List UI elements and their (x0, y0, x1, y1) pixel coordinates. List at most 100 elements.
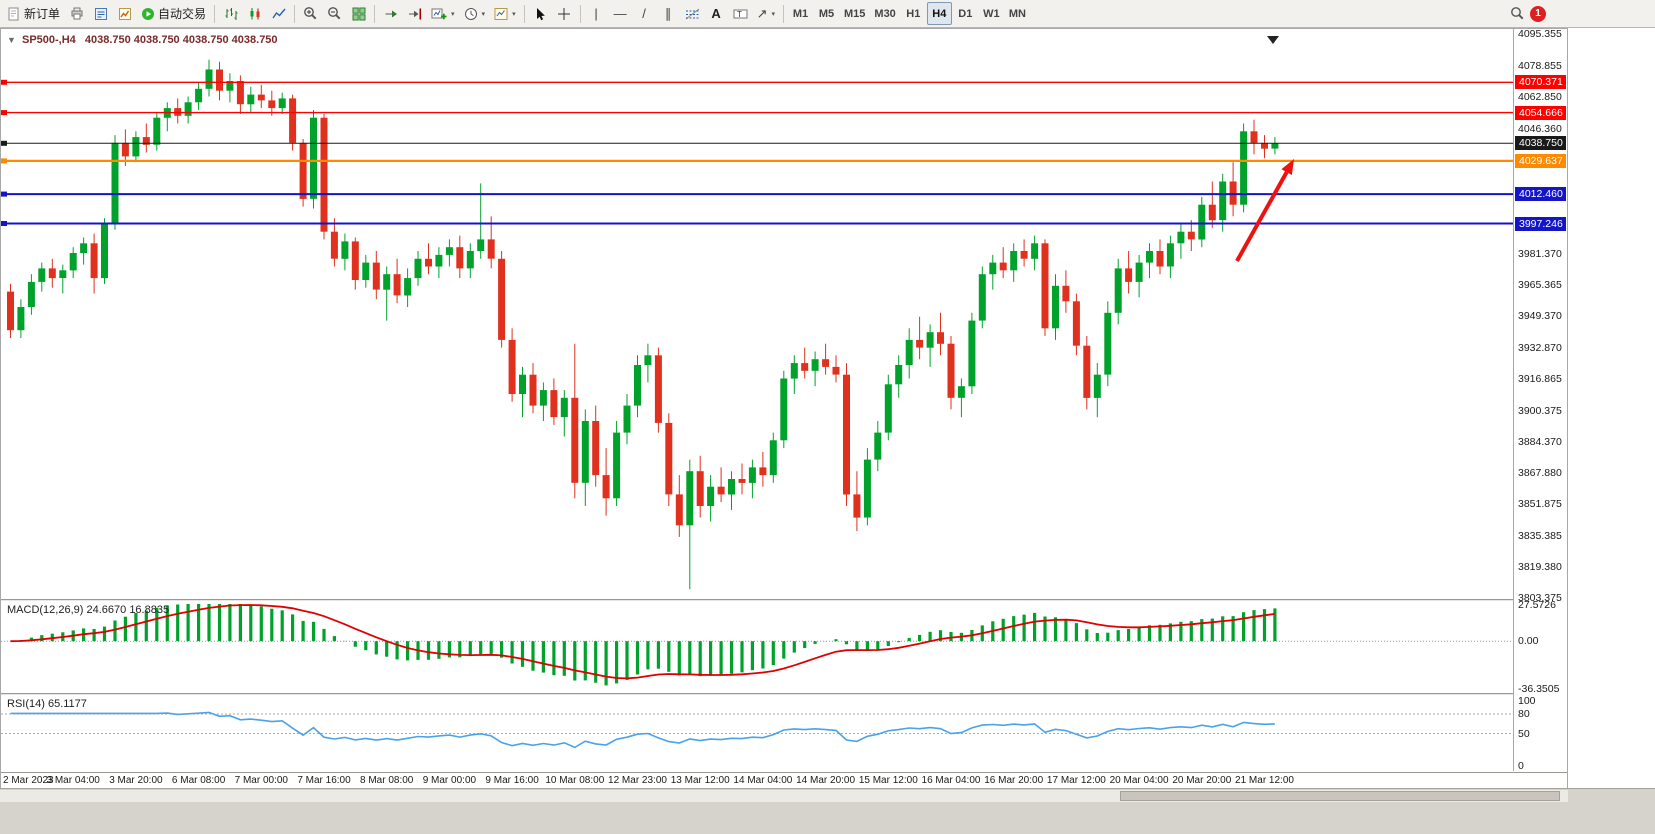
channel-icon: ∥ (664, 5, 672, 21)
chart-shift-icon (408, 7, 422, 21)
candle (1198, 196, 1206, 248)
axis-label: 4046.360 (1518, 122, 1562, 135)
line-chart-button[interactable] (267, 2, 290, 25)
fibonacci-icon (685, 7, 700, 21)
timeframe-button-M30[interactable]: M30 (870, 2, 899, 25)
time-axis-label: 17 Mar 12:00 (1046, 775, 1106, 786)
search-symbol-button[interactable] (1506, 2, 1529, 25)
timeframe-button-H4[interactable]: H4 (926, 2, 952, 25)
channel-button[interactable]: ∥ (657, 2, 680, 25)
timeframe-button-MN[interactable]: MN (1005, 2, 1030, 25)
candle (686, 459, 694, 590)
timeframe-button-M5[interactable]: M5 (814, 2, 839, 25)
toolbar-separator (579, 4, 581, 23)
fibonacci-button[interactable] (681, 2, 704, 25)
autotrade-icon (141, 7, 155, 21)
candle (111, 135, 119, 230)
candle (728, 471, 735, 510)
candlestick-chart-button[interactable] (243, 2, 266, 25)
timeframe-button-M15[interactable]: M15 (840, 2, 869, 25)
trend-arrow-annotation[interactable] (1235, 159, 1294, 262)
candle (1062, 270, 1070, 313)
bar-chart-button[interactable] (219, 2, 242, 25)
timeframe-button-M1[interactable]: M1 (788, 2, 813, 25)
candle (341, 233, 349, 271)
clock-icon (464, 7, 478, 21)
panel-splitter[interactable] (1, 693, 1567, 695)
cursor-button[interactable] (529, 2, 552, 25)
candle (1208, 181, 1216, 228)
candle (236, 75, 244, 114)
price-scale[interactable]: 4095.355 4078.855 4062.850 4046.360 3981.370… (1513, 28, 1567, 772)
candle (874, 421, 882, 472)
timeframe-button-H1[interactable]: H1 (901, 2, 926, 25)
rsi-panel-canvas[interactable] (1, 695, 1513, 772)
candle (581, 409, 589, 506)
level-left-marker (1, 158, 7, 164)
candle (362, 254, 370, 288)
price-tag: 4070.371 (1515, 75, 1566, 90)
tile-windows-button[interactable] (347, 2, 370, 25)
time-axis-label: 16 Mar 04:00 (921, 775, 981, 786)
autotrade-label: 自动交易 (158, 7, 207, 21)
candle (1104, 301, 1112, 387)
dropdown-caret-icon: ▾ (481, 10, 486, 18)
candle (592, 405, 600, 487)
cursor-icon (533, 7, 547, 21)
candle (466, 243, 474, 279)
chart-shift-button[interactable] (403, 2, 426, 25)
zoom-in-button[interactable] (299, 2, 322, 25)
auto-scroll-button[interactable] (379, 2, 402, 25)
svg-text:T: T (737, 10, 742, 19)
level-left-marker (1, 79, 7, 85)
new-chart-button[interactable]: ▾ (427, 2, 459, 25)
candle (947, 336, 955, 410)
scrollbar-thumb[interactable] (1120, 791, 1560, 801)
candle (811, 351, 819, 387)
rsi-line (10, 711, 1275, 749)
candle (1041, 239, 1049, 336)
text-tool-button[interactable]: A (705, 2, 728, 25)
arrows-tool-button[interactable]: ↗ ▾ (753, 2, 779, 25)
crosshair-button[interactable] (553, 2, 576, 25)
trendline-button[interactable]: / (633, 2, 656, 25)
periods-menu-button[interactable]: ▾ (460, 2, 490, 25)
candle (59, 264, 67, 294)
candle (853, 471, 861, 532)
vertical-line-button[interactable]: | (585, 2, 608, 25)
candle (90, 233, 98, 294)
candle (1072, 293, 1080, 356)
candle (1187, 220, 1195, 251)
timeframe-button-D1[interactable]: D1 (953, 2, 978, 25)
time-axis-label: 2 Mar 2023 (3, 775, 54, 786)
axis-label: 3965.365 (1518, 279, 1562, 292)
candle (822, 343, 830, 375)
candle (445, 239, 453, 267)
axis-label: 100 (1518, 695, 1536, 707)
text-label-button[interactable]: T (729, 2, 752, 25)
panel-splitter[interactable] (1, 599, 1567, 601)
macd-panel-canvas[interactable] (1, 601, 1513, 693)
new-order-button[interactable]: 新订单 (3, 2, 64, 25)
zoom-out-button[interactable] (323, 2, 346, 25)
print-button[interactable] (65, 2, 88, 25)
horizontal-scrollbar[interactable] (0, 790, 1568, 802)
data-window-button[interactable] (89, 2, 112, 25)
timeframe-button-W1[interactable]: W1 (979, 2, 1004, 25)
candle (957, 378, 965, 418)
candle (937, 312, 944, 356)
horizontal-line-button[interactable]: — (609, 2, 632, 25)
market-watch-button[interactable] (113, 2, 136, 25)
candle (769, 432, 777, 483)
horizontal-line-icon: — (613, 6, 627, 21)
candle (801, 347, 809, 379)
time-scale[interactable]: 2 Mar 2023 3 Mar 04:00 3 Mar 20:00 6 Mar 08… (1, 772, 1567, 788)
candle (863, 448, 871, 526)
candle (843, 363, 850, 506)
template-button[interactable]: ▾ (490, 2, 520, 25)
autotrade-button[interactable]: 自动交易 (137, 2, 210, 25)
notification-badge[interactable]: 1 (1530, 5, 1546, 22)
chart-shift-marker[interactable] (1267, 36, 1279, 44)
axis-label: 0.00 (1518, 635, 1539, 648)
price-chart-canvas[interactable] (1, 29, 1513, 599)
